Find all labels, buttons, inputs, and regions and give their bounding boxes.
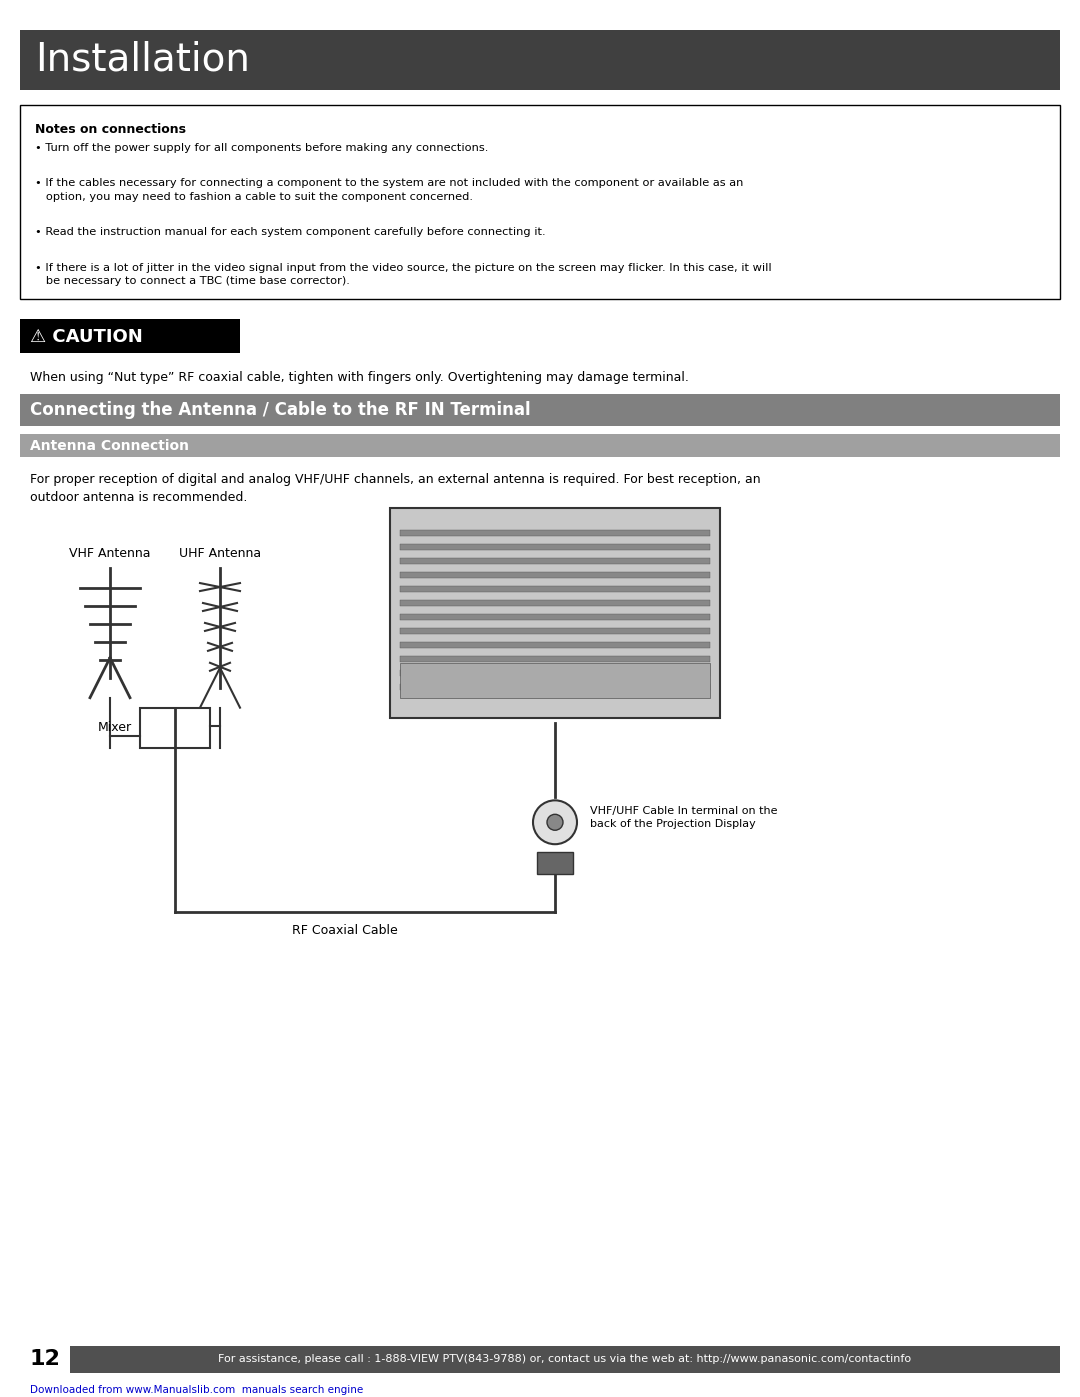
Bar <box>400 601 710 606</box>
Text: When using “Nut type” RF coaxial cable, tighten with fingers only. Overtightenin: When using “Nut type” RF coaxial cable, … <box>30 370 689 384</box>
Bar <box>537 852 573 875</box>
Bar <box>70 1345 1059 1373</box>
Bar <box>21 29 1059 89</box>
Text: ⚠ CAUTION: ⚠ CAUTION <box>30 328 143 346</box>
Text: • Read the instruction manual for each system component carefully before connect: • Read the instruction manual for each s… <box>35 228 545 237</box>
Text: Connecting the Antenna / Cable to the RF IN Terminal: Connecting the Antenna / Cable to the RF… <box>30 401 530 419</box>
Text: Antenna Connection: Antenna Connection <box>30 439 189 453</box>
Bar <box>400 669 710 676</box>
Text: RF Coaxial Cable: RF Coaxial Cable <box>292 923 397 937</box>
Bar <box>400 559 710 564</box>
Bar <box>400 587 710 592</box>
Text: • Turn off the power supply for all components before making any connections.: • Turn off the power supply for all comp… <box>35 142 488 152</box>
Bar <box>21 105 1059 299</box>
Bar <box>390 509 720 718</box>
Text: • If there is a lot of jitter in the video signal input from the video source, t: • If there is a lot of jitter in the vid… <box>35 263 771 286</box>
Text: UHF Antenna: UHF Antenna <box>179 548 261 560</box>
Text: Notes on connections: Notes on connections <box>35 123 186 136</box>
Circle shape <box>546 814 563 830</box>
Bar <box>400 627 710 634</box>
Bar <box>400 655 710 662</box>
Bar <box>140 708 210 747</box>
Text: Mixer: Mixer <box>98 721 132 733</box>
Bar <box>400 613 710 620</box>
Text: For proper reception of digital and analog VHF/UHF channels, an external antenna: For proper reception of digital and anal… <box>30 474 760 504</box>
Bar <box>21 319 240 353</box>
Bar <box>400 662 710 697</box>
Bar <box>400 641 710 648</box>
Text: 12: 12 <box>30 1350 60 1369</box>
Bar <box>21 394 1059 426</box>
Text: For assistance, please call : 1-888-VIEW PTV(843-9788) or, contact us via the we: For assistance, please call : 1-888-VIEW… <box>218 1355 912 1365</box>
Bar <box>21 433 1059 457</box>
Text: VHF Antenna: VHF Antenna <box>69 548 151 560</box>
Text: Installation: Installation <box>35 41 249 78</box>
Bar <box>400 683 710 690</box>
Text: Downloaded from www.Manualslib.com  manuals search engine: Downloaded from www.Manualslib.com manua… <box>30 1386 363 1396</box>
Bar <box>400 573 710 578</box>
Bar <box>400 545 710 550</box>
Bar <box>400 531 710 536</box>
Text: VHF/UHF Cable In terminal on the
back of the Projection Display: VHF/UHF Cable In terminal on the back of… <box>590 806 778 828</box>
Text: • If the cables necessary for connecting a component to the system are not inclu: • If the cables necessary for connecting… <box>35 179 743 201</box>
Circle shape <box>534 800 577 844</box>
